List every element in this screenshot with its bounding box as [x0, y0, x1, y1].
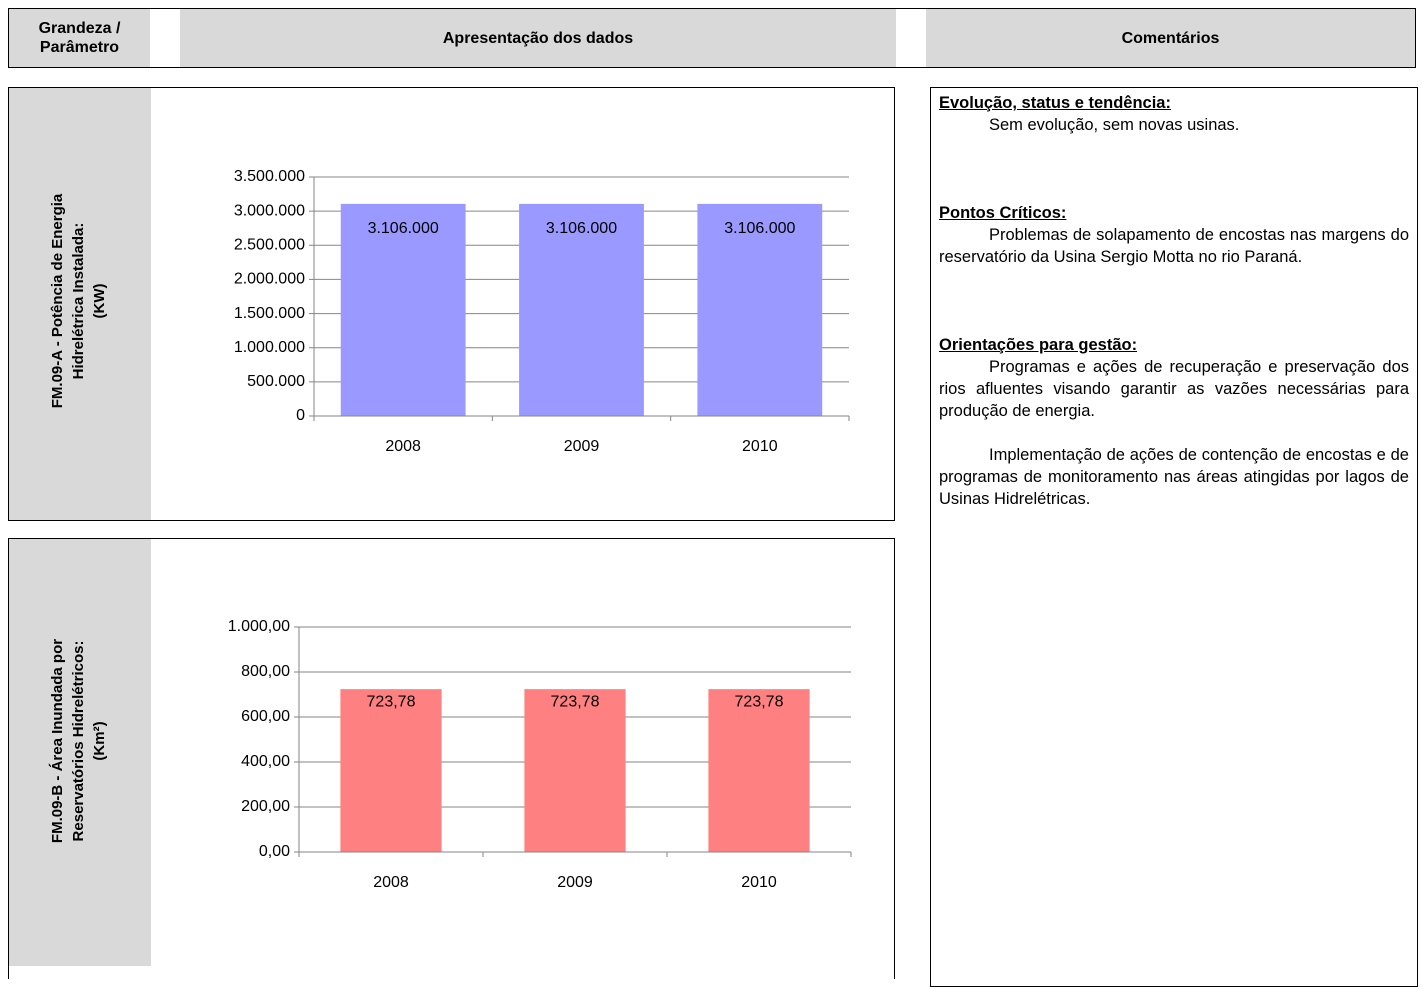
comment-section: Evolução, status e tendência: Sem evoluçã… [939, 92, 1409, 136]
bar [340, 203, 466, 416]
header-parameter: Grandeza / Parâmetro [9, 9, 150, 67]
bar [697, 203, 823, 416]
x-tick-label: 2010 [741, 874, 777, 891]
y-tick-label: 1.000.000 [234, 339, 305, 356]
page: Grandeza / Parâmetro Apresentação dos dad… [8, 8, 1418, 987]
y-tick-label: 200,00 [241, 798, 290, 815]
bar [708, 689, 810, 852]
bar [524, 689, 626, 852]
comment-paragraph: Programas e ações de recuperação e prese… [939, 358, 1409, 420]
parameter-cell [9, 539, 151, 966]
header-comments: Comentários [926, 9, 1415, 67]
header-data: Apresentação dos dados [180, 9, 896, 67]
comments: Evolução, status e tendência: Sem evoluçã… [930, 87, 1418, 987]
chart-panel: FM.09-A - Potência de Energia Hidrelétric… [8, 87, 895, 521]
parameter-label: (Km²) [91, 721, 108, 760]
header-text: Grandeza / [38, 20, 121, 37]
parameter-label: Reservatórios Hidrelétricos: [70, 641, 87, 842]
y-tick-label: 0 [296, 407, 305, 424]
parameter-label: FM.09-A - Potência de Energia [49, 193, 66, 408]
x-tick-label: 2009 [564, 438, 600, 455]
y-tick-label: 0,00 [259, 843, 290, 860]
y-tick-label: 2.000.000 [234, 271, 305, 288]
y-tick-label: 3.500.000 [234, 168, 305, 185]
bar [340, 689, 442, 852]
value-label: 723,78 [367, 693, 416, 710]
y-tick-label: 400,00 [241, 753, 290, 770]
bar [519, 203, 644, 416]
header: Grandeza / Parâmetro Apresentação dos dad… [8, 8, 1416, 68]
parameter-label: Hidrelétrica Instalada: [70, 223, 87, 380]
x-tick-label: 2008 [385, 438, 421, 455]
x-tick-label: 2010 [742, 438, 778, 455]
y-tick-label: 600,00 [241, 708, 290, 725]
comment-heading: Orientações para gestão: [939, 336, 1138, 354]
value-label: 723,78 [551, 693, 600, 710]
x-tick-label: 2009 [557, 874, 593, 891]
comment-heading: Evolução, status e tendência: [939, 94, 1171, 112]
y-tick-label: 2.500.000 [234, 237, 305, 254]
parameter-cell [9, 88, 151, 520]
value-label: 723,78 [735, 693, 784, 710]
chart: FM.09-B - Área Inundada por Reservatórios… [9, 539, 852, 966]
value-label: 3.106.000 [368, 220, 439, 237]
header-text: Parâmetro [39, 39, 120, 56]
x-tick-label: 2008 [373, 874, 409, 891]
y-tick-label: 800,00 [241, 663, 290, 680]
comment-section: Orientações para gestão: Programas e açõe… [939, 334, 1409, 510]
comment-paragraph: Sem evolução, sem novas usinas. [989, 116, 1240, 134]
comment-section: Pontos Críticos: Problemas de solapamento… [939, 202, 1409, 268]
comment-paragraph: Implementação de ações de contenção de e… [939, 446, 1409, 508]
comment-paragraph: Problemas de solapamento de encostas nas… [939, 226, 1409, 266]
y-tick-label: 1.000,00 [228, 618, 290, 635]
y-tick-label: 500.000 [247, 373, 305, 390]
comment-heading: Pontos Críticos: [939, 204, 1067, 222]
value-label: 3.106.000 [546, 220, 617, 237]
parameter-label: FM.09-B - Área Inundada por [49, 639, 66, 843]
parameter-label: (KW) [91, 284, 108, 319]
value-label: 3.106.000 [724, 220, 795, 237]
y-tick-label: 3.000.000 [234, 202, 305, 219]
chart-panel: FM.09-B - Área Inundada por Reservatórios… [8, 538, 895, 979]
y-tick-label: 1.500.000 [234, 305, 305, 322]
chart: FM.09-A - Potência de Energia Hidrelétric… [9, 88, 850, 520]
